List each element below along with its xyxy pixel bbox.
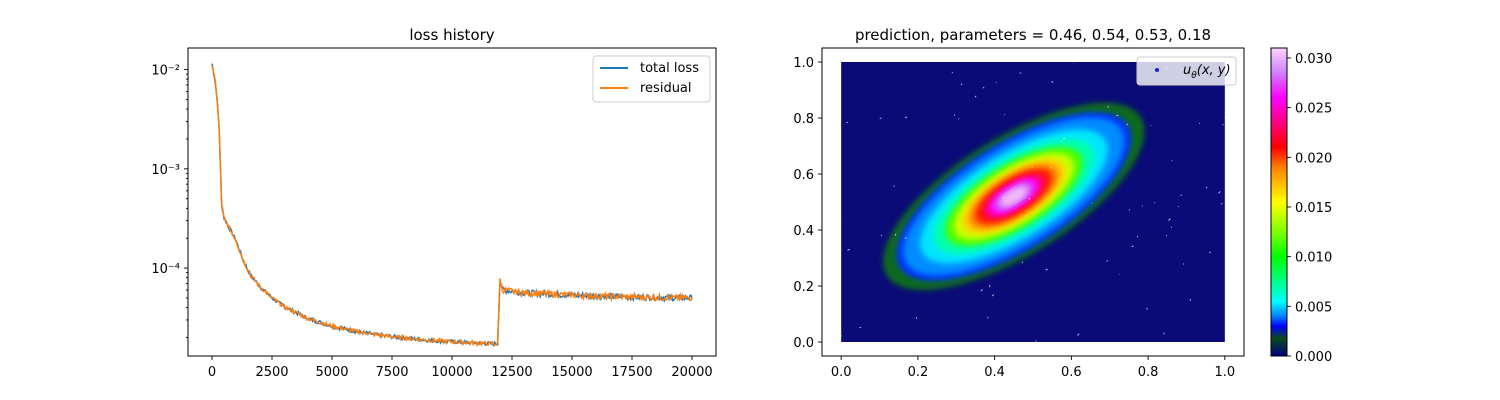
- field-speckle: [905, 236, 907, 240]
- loss-y-tick-label: 10⁻²: [151, 64, 180, 79]
- colorbar-gradient: [1270, 47, 1288, 357]
- loss-x-ticks: 0 2500 5000 7500 10000 12500 15000 17500 20000: [208, 356, 713, 380]
- loss-x-tick-label: 20000: [671, 365, 712, 380]
- field-speckle: [1222, 124, 1224, 126]
- field-speckle: [983, 86, 985, 89]
- loss-history-title: loss history: [409, 26, 494, 44]
- series-line-total-loss: [211, 63, 693, 348]
- prediction-legend-label: uθ(x, y): [1183, 63, 1231, 81]
- field-speckle: [1028, 197, 1030, 200]
- field-speckle: [974, 95, 977, 98]
- field-speckle: [1180, 194, 1182, 196]
- legend-u-main: u: [1183, 63, 1191, 78]
- prediction-y-tick-label: 0.4: [793, 224, 814, 239]
- loss-x-tick-label: 15000: [551, 365, 592, 380]
- field-speckle: [1136, 236, 1139, 238]
- field-speckle: [1168, 218, 1171, 221]
- prediction-x-tick-label: 0.0: [831, 365, 852, 380]
- prediction-title: prediction, parameters = 0.46, 0.54, 0.5…: [855, 26, 1211, 44]
- field-speckle: [1163, 332, 1165, 335]
- prediction-plot-frame: [821, 47, 1245, 357]
- field-speckle: [1218, 191, 1221, 194]
- field-speckle: [1126, 123, 1128, 126]
- prediction-field-rings: [883, 102, 1145, 291]
- field-speckle: [879, 117, 882, 119]
- prediction-field-speckles: [840, 63, 1226, 342]
- colorbar-tick-label: 0.010: [1295, 251, 1332, 266]
- field-speckle: [1045, 268, 1048, 271]
- loss-x-tick-label: 0: [208, 365, 216, 380]
- field-speckle: [989, 284, 991, 287]
- prediction-legend-marker: [1155, 68, 1159, 72]
- loss-y-tick-label: 10⁻⁴: [151, 262, 180, 277]
- field-speckle: [1171, 160, 1173, 162]
- prediction-y-tick-label: 0.2: [793, 280, 814, 295]
- field-speckle: [1035, 340, 1037, 342]
- prediction-x-tick-label: 0.6: [1061, 365, 1082, 380]
- prediction-x-tick-label: 0.2: [908, 365, 929, 380]
- series-line-residual: [211, 65, 693, 347]
- field-speckle: [1205, 186, 1208, 189]
- prediction-y-tick-label: 0.6: [793, 168, 814, 183]
- loss-x-tick-label: 7500: [375, 365, 408, 380]
- field-speckle: [1131, 245, 1134, 248]
- legend-u-args: (x, y): [1197, 63, 1231, 78]
- field-speckle: [894, 233, 897, 236]
- field-speckle: [915, 317, 918, 319]
- field-speckle: [1051, 80, 1053, 84]
- field-speckle: [1146, 307, 1148, 310]
- loss-legend: total loss residual: [592, 55, 711, 103]
- loss-x-tick-label: 5000: [315, 365, 348, 380]
- colorbar-tick-label: 0.015: [1295, 201, 1332, 216]
- prediction-panel: prediction, parameters = 0.46, 0.54, 0.5…: [793, 26, 1245, 380]
- prediction-y-tick-label: 0.8: [793, 112, 814, 127]
- loss-series-group: [211, 63, 693, 348]
- prediction-x-tick-label: 0.4: [984, 365, 1005, 380]
- colorbar-ticks: 0.000 0.005 0.010 0.015 0.020 0.025 0.030: [1287, 52, 1332, 365]
- legend-residual-label: residual: [640, 81, 692, 96]
- loss-history-panel: loss history 0 2500 5000 7500 10000 12500 1500…: [151, 26, 717, 380]
- prediction-x-tick-label: 1.0: [1214, 365, 1235, 380]
- loss-y-ticks: 10⁻² 10⁻³ 10⁻⁴: [151, 64, 188, 338]
- field-speckle: [1106, 260, 1108, 262]
- legend-u-sub: θ: [1191, 71, 1197, 81]
- field-speckle: [1170, 226, 1173, 228]
- field-speckle: [1116, 114, 1119, 117]
- field-speckle: [960, 83, 963, 86]
- field-speckle: [980, 289, 983, 292]
- prediction-legend: uθ(x, y): [1136, 56, 1237, 86]
- colorbar-tick-label: 0.025: [1295, 102, 1332, 117]
- field-speckle: [1061, 141, 1063, 143]
- field-speckle: [1077, 333, 1080, 336]
- colorbar-tick-label: 0.005: [1295, 300, 1332, 315]
- prediction-y-tick-label: 1.0: [793, 56, 814, 71]
- colorbar-tick-label: 0.000: [1295, 350, 1332, 365]
- prediction-x-ticks: 0.0 0.2 0.4 0.6 0.8 1.0: [831, 356, 1235, 380]
- prediction-legend-box: [1136, 56, 1237, 86]
- field-speckle: [991, 294, 995, 297]
- colorbar: 0.000 0.005 0.010 0.015 0.020 0.025 0.030: [1270, 47, 1332, 365]
- loss-x-tick-label: 17500: [611, 365, 652, 380]
- prediction-plot-area: [840, 62, 1226, 342]
- field-speckle: [1182, 263, 1185, 265]
- field-speckle: [904, 116, 908, 119]
- field-speckle: [1063, 137, 1066, 140]
- prediction-y-tick-label: 0.0: [793, 336, 814, 351]
- field-speckle: [840, 334, 842, 337]
- prediction-y-ticks: 0.0 0.2 0.4 0.6 0.8 1.0: [793, 56, 822, 351]
- legend-total-loss-label: total loss: [640, 61, 699, 76]
- loss-y-tick-label: 10⁻³: [151, 163, 180, 178]
- field-contour-13: [1000, 186, 1028, 207]
- prediction-x-tick-label: 0.8: [1138, 365, 1159, 380]
- loss-x-tick-label: 10000: [431, 365, 472, 380]
- colorbar-tick-label: 0.030: [1295, 52, 1332, 67]
- field-speckle: [847, 248, 850, 251]
- colorbar-tick-label: 0.020: [1295, 151, 1332, 166]
- loss-x-tick-label: 2500: [255, 365, 288, 380]
- loss-x-tick-label: 12500: [491, 365, 532, 380]
